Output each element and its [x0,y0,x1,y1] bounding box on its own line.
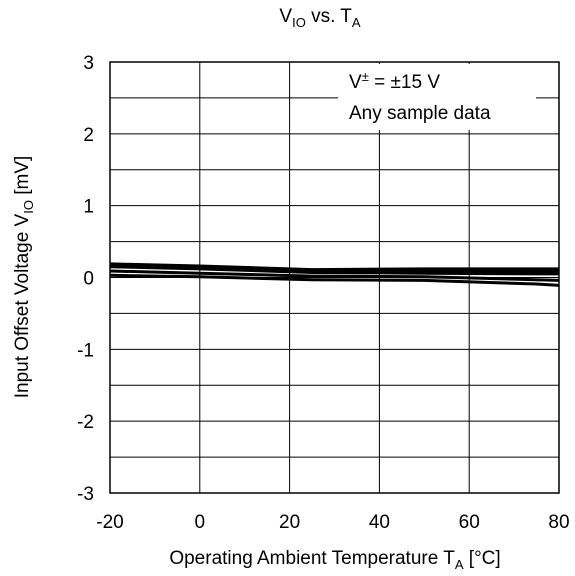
y-tick-label: 1 [83,197,94,218]
x-tick-label: 60 [459,512,480,533]
x-tick-label: -20 [96,512,123,533]
annotation-line2: Any sample data [349,103,491,124]
y-tick-label: -3 [77,484,94,505]
plot-area-border [109,61,560,494]
y-tick-label: 2 [83,125,94,146]
series-line-3 [109,265,559,276]
y-tick-label: 3 [83,53,94,74]
chart-title: VIO vs. TA [279,6,361,30]
series-lines [109,262,560,287]
x-tick-label: 0 [195,512,206,533]
series-line-4 [109,269,560,282]
y-tick-labels: 3 2 1 0 -1 -2 -3 [77,53,94,505]
y-tick-label: -2 [77,412,94,433]
grid [110,62,559,493]
plot-frame [109,61,560,494]
y-axis-label: Input Offset Voltage VIO [mV] [12,156,36,399]
series-line-5 [109,273,560,287]
x-tick-label: 20 [279,512,300,533]
x-tick-labels: -20 0 20 40 60 80 [96,512,569,533]
annotation-box [338,64,536,130]
annotation-line1: V± = ±15 V [349,69,440,93]
y-tick-label: -1 [77,340,94,361]
x-axis-label: Operating Ambient Temperature TA [°C] [169,548,500,572]
y-tick-label: 0 [83,269,94,290]
x-tick-label: 40 [369,512,390,533]
x-tick-label: 80 [548,512,569,533]
